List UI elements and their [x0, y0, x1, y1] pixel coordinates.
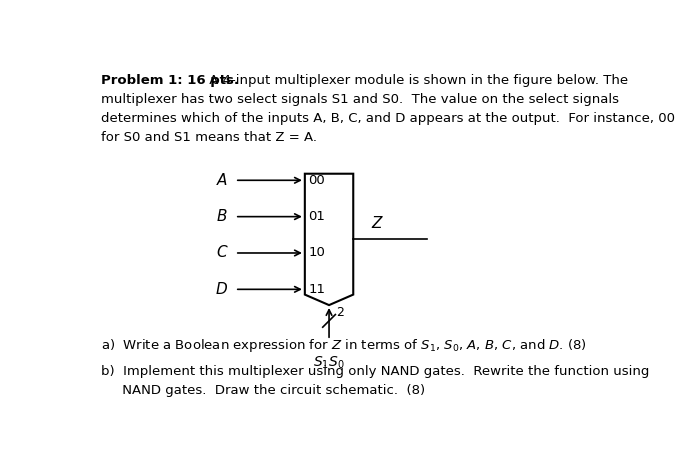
Text: Z: Z [371, 216, 382, 231]
Text: for S0 and S1 means that Z = A.: for S0 and S1 means that Z = A. [100, 131, 316, 144]
Text: A 4-input multiplexer module is shown in the figure below. The: A 4-input multiplexer module is shown in… [205, 74, 628, 87]
Text: $S_1S_0$: $S_1S_0$ [313, 354, 345, 370]
Text: a)  Write a Boolean expression for $Z$ in terms of $S_1$, $S_0$, $A$, $B$, $C$, : a) Write a Boolean expression for $Z$ in… [100, 337, 587, 354]
Text: Problem 1: 16 pts.: Problem 1: 16 pts. [100, 74, 238, 87]
Text: 2: 2 [336, 306, 344, 319]
Text: multiplexer has two select signals S1 and S0.  The value on the select signals: multiplexer has two select signals S1 an… [100, 93, 619, 106]
Text: B: B [217, 209, 227, 224]
Text: 10: 10 [308, 247, 325, 259]
Text: 00: 00 [308, 174, 325, 187]
Text: A: A [217, 173, 227, 188]
Text: C: C [217, 246, 227, 260]
Text: b)  Implement this multiplexer using only NAND gates.  Rewrite the function usin: b) Implement this multiplexer using only… [100, 364, 649, 378]
Text: determines which of the inputs A, B, C, and D appears at the output.  For instan: determines which of the inputs A, B, C, … [100, 112, 675, 125]
Text: D: D [215, 282, 227, 297]
Text: 11: 11 [308, 283, 325, 296]
Text: 01: 01 [308, 210, 325, 223]
Text: NAND gates.  Draw the circuit schematic.  (8): NAND gates. Draw the circuit schematic. … [100, 384, 425, 397]
